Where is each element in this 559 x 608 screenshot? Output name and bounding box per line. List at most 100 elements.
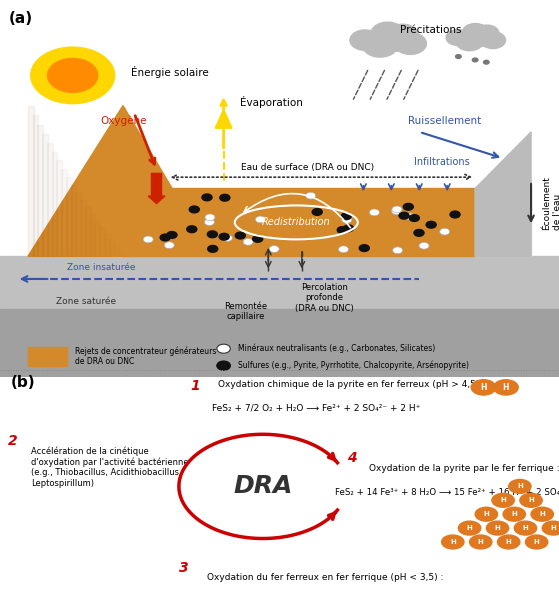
Text: Oxygène: Oxygène: [101, 116, 147, 126]
Text: 1: 1: [190, 379, 200, 393]
Circle shape: [446, 30, 470, 46]
Text: H: H: [551, 525, 556, 531]
Circle shape: [514, 521, 537, 535]
Circle shape: [219, 233, 229, 240]
Circle shape: [388, 24, 418, 44]
Circle shape: [342, 216, 352, 223]
Circle shape: [222, 235, 233, 241]
Circle shape: [369, 209, 380, 216]
Circle shape: [255, 216, 266, 223]
Circle shape: [363, 33, 398, 57]
Text: Zone insaturée: Zone insaturée: [67, 263, 136, 272]
Circle shape: [217, 344, 230, 353]
Text: Infiltrations: Infiltrations: [414, 157, 470, 167]
Text: FeS₂ + 14 Fe³⁺ + 8 H₂O ⟶ 15 Fe²⁺ + 16 H⁺ + 2 SO₄²⁻: FeS₂ + 14 Fe³⁺ + 8 H₂O ⟶ 15 Fe²⁺ + 16 H⁺…: [335, 488, 559, 497]
Text: Oxydation chimique de la pyrite en fer ferreux (pH > 4,5) :: Oxydation chimique de la pyrite en fer f…: [218, 381, 485, 390]
Text: H: H: [495, 525, 500, 531]
Circle shape: [481, 32, 505, 49]
Circle shape: [337, 227, 347, 233]
Text: 3: 3: [179, 561, 188, 575]
Text: FeS₂ + 7/2 O₂ + H₂O ⟶ Fe²⁺ + 2 SO₄²⁻ + 2 H⁺: FeS₂ + 7/2 O₂ + H₂O ⟶ Fe²⁺ + 2 SO₄²⁻ + 2…: [212, 403, 421, 412]
Text: H: H: [517, 483, 523, 489]
Text: H: H: [506, 539, 511, 545]
Text: Précitations: Précitations: [400, 25, 461, 35]
Polygon shape: [0, 309, 559, 377]
Text: H: H: [478, 539, 484, 545]
Text: H: H: [480, 383, 487, 392]
Circle shape: [475, 507, 498, 521]
Circle shape: [458, 521, 481, 535]
Text: Accélération de la cinétique
d'oxydation par l'activité bactérienne
(e.g., Thiob: Accélération de la cinétique d'oxydation…: [31, 446, 188, 488]
Text: H: H: [534, 539, 539, 545]
Polygon shape: [123, 188, 475, 257]
Circle shape: [419, 243, 429, 249]
Text: Écoulement
de l'eau: Écoulement de l'eau: [542, 176, 559, 230]
Circle shape: [220, 195, 230, 201]
Circle shape: [542, 521, 559, 535]
Text: Percolation
profonde
(DRA ou DNC): Percolation profonde (DRA ou DNC): [295, 283, 354, 313]
Polygon shape: [475, 132, 531, 257]
Circle shape: [48, 58, 98, 92]
Circle shape: [486, 521, 509, 535]
Circle shape: [440, 228, 450, 235]
Circle shape: [205, 219, 215, 226]
Circle shape: [243, 238, 253, 245]
Bar: [28, 347, 67, 365]
Circle shape: [399, 212, 409, 219]
Text: Oxydation du fer ferreux en fer ferrique (pH < 3,5) :: Oxydation du fer ferreux en fer ferrique…: [207, 573, 443, 582]
Circle shape: [371, 22, 404, 44]
Circle shape: [217, 361, 230, 370]
Circle shape: [471, 380, 496, 395]
Circle shape: [202, 194, 212, 201]
Circle shape: [472, 58, 478, 62]
Circle shape: [456, 55, 461, 58]
Circle shape: [503, 507, 525, 521]
Circle shape: [392, 247, 402, 254]
Circle shape: [235, 232, 245, 239]
Polygon shape: [0, 257, 559, 377]
Polygon shape: [215, 109, 232, 128]
Circle shape: [492, 493, 514, 507]
Text: 4: 4: [347, 451, 356, 465]
Circle shape: [344, 225, 354, 232]
Text: H: H: [500, 497, 506, 503]
Text: Zone saturée: Zone saturée: [56, 297, 116, 306]
Text: H: H: [528, 497, 534, 503]
Circle shape: [164, 242, 174, 249]
Circle shape: [470, 535, 492, 549]
Circle shape: [405, 213, 415, 220]
Circle shape: [525, 535, 548, 549]
Circle shape: [312, 209, 322, 215]
Circle shape: [414, 229, 424, 237]
Circle shape: [531, 507, 553, 521]
Circle shape: [31, 47, 115, 103]
Circle shape: [253, 235, 263, 242]
Text: DRA: DRA: [233, 474, 292, 499]
Circle shape: [403, 204, 413, 210]
Text: H: H: [484, 511, 489, 517]
Text: H: H: [450, 539, 456, 545]
Circle shape: [494, 380, 518, 395]
Circle shape: [350, 30, 380, 50]
Circle shape: [269, 246, 279, 252]
Text: (b): (b): [11, 375, 36, 390]
Circle shape: [143, 236, 153, 243]
Text: H: H: [539, 511, 545, 517]
Text: Ruissellement: Ruissellement: [408, 116, 481, 126]
Circle shape: [167, 232, 177, 238]
Text: H: H: [467, 525, 472, 531]
Circle shape: [160, 234, 170, 241]
Circle shape: [442, 535, 464, 549]
Text: Redistribution: Redistribution: [262, 218, 330, 227]
Text: H: H: [523, 525, 528, 531]
Text: H: H: [503, 383, 509, 392]
Text: (a): (a): [8, 12, 32, 26]
Text: 2: 2: [8, 434, 18, 447]
Circle shape: [520, 493, 542, 507]
Text: Remontée
capillaire: Remontée capillaire: [224, 302, 268, 321]
Text: Rejets de concentrateur générateurs
de DRA ou DNC: Rejets de concentrateur générateurs de D…: [75, 347, 217, 366]
Text: Eau de surface (DRA ou DNC): Eau de surface (DRA ou DNC): [241, 163, 374, 172]
Text: Énergie solaire: Énergie solaire: [131, 66, 209, 78]
Circle shape: [426, 221, 436, 228]
Circle shape: [187, 226, 197, 233]
